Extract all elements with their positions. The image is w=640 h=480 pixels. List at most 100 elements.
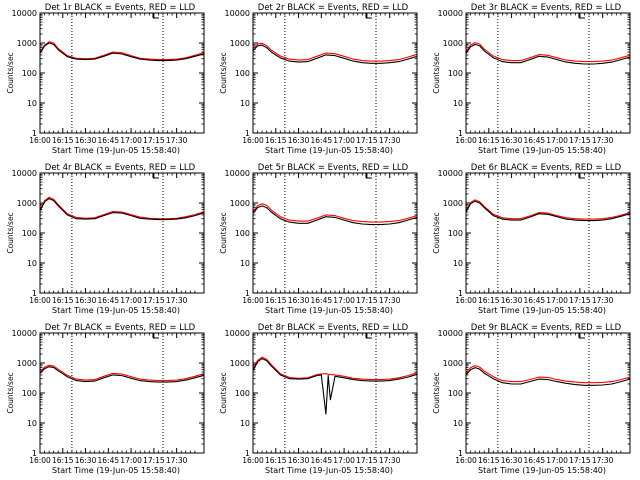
x-tick-label: 17:15 bbox=[356, 136, 378, 145]
x-tick-label: 17:15 bbox=[143, 296, 165, 305]
y-tick-label: 10 bbox=[453, 419, 463, 428]
x-tick-label: 16:45 bbox=[524, 456, 546, 465]
x-tick-label: 16:30 bbox=[288, 136, 310, 145]
y-tick-label: 1 bbox=[458, 449, 463, 458]
x-tick-label: 16:30 bbox=[75, 296, 97, 305]
x-axis-label: Start Time (19-Jun-05 15:58:40) bbox=[265, 306, 393, 315]
x-tick-label: 16:00 bbox=[455, 456, 477, 465]
x-tick-label: 16:30 bbox=[501, 296, 523, 305]
x-tick-label: 16:45 bbox=[311, 456, 333, 465]
plot-frame bbox=[465, 332, 631, 454]
y-axis-label: Counts/sec bbox=[432, 372, 441, 413]
y-tick-label: 1000 bbox=[17, 359, 37, 368]
y-tick-label: 1000 bbox=[443, 39, 463, 48]
x-tick-label: 17:30 bbox=[379, 456, 401, 465]
x-tick-label: 17:00 bbox=[546, 136, 568, 145]
x-tick-label: 17:15 bbox=[569, 296, 591, 305]
x-tick-label: 17:15 bbox=[356, 456, 378, 465]
x-axis-label: Start Time (19-Jun-05 15:58:40) bbox=[52, 146, 180, 155]
x-tick-label: 16:00 bbox=[455, 136, 477, 145]
y-tick-label: 100 bbox=[448, 229, 463, 238]
y-tick-label: 10 bbox=[453, 259, 463, 268]
x-tick-label: 16:30 bbox=[288, 456, 310, 465]
y-tick-label: 10 bbox=[27, 419, 37, 428]
series-line-events bbox=[465, 43, 631, 65]
x-tick-label: 17:30 bbox=[166, 456, 188, 465]
x-tick-label: 16:00 bbox=[29, 136, 51, 145]
x-axis-label: Start Time (19-Jun-05 15:58:40) bbox=[52, 466, 180, 475]
panel-title: Det 7r BLACK = Events, RED = LLD bbox=[45, 323, 196, 333]
x-tick-label: 16:15 bbox=[478, 296, 500, 305]
x-tick-label: 16:15 bbox=[52, 136, 74, 145]
series-line-events bbox=[465, 367, 631, 386]
series-line-events bbox=[252, 205, 418, 226]
series-line-events bbox=[252, 44, 418, 64]
panel-title: Det 4r BLACK = Events, RED = LLD bbox=[45, 163, 196, 173]
x-tick-label: 17:30 bbox=[592, 296, 614, 305]
y-tick-label: 100 bbox=[22, 229, 37, 238]
y-axis-label: Counts/sec bbox=[6, 212, 15, 253]
series-line-lld bbox=[39, 364, 205, 382]
y-axis-label: Counts/sec bbox=[6, 372, 15, 413]
y-tick-label: 1000 bbox=[230, 199, 250, 208]
y-tick-label: 100 bbox=[448, 389, 463, 398]
x-tick-label: 16:15 bbox=[265, 456, 287, 465]
y-tick-label: 10 bbox=[27, 99, 37, 108]
x-tick-label: 17:00 bbox=[333, 136, 355, 145]
x-axis-label: Start Time (19-Jun-05 15:58:40) bbox=[265, 466, 393, 475]
series-line-lld bbox=[465, 42, 631, 63]
y-axis-label: Counts/sec bbox=[219, 212, 228, 253]
x-tick-label: 16:45 bbox=[311, 296, 333, 305]
panel-5: Det 5r BLACK = Events, RED = LLD 1 10 100 10… bbox=[219, 163, 418, 315]
plot-frame bbox=[39, 172, 205, 294]
y-tick-label: 1 bbox=[245, 449, 250, 458]
x-tick-label: 16:00 bbox=[242, 136, 264, 145]
y-tick-label: 1000 bbox=[230, 359, 250, 368]
x-tick-label: 16:30 bbox=[501, 136, 523, 145]
y-tick-label: 1000 bbox=[230, 39, 250, 48]
y-tick-label: 10000 bbox=[225, 9, 250, 18]
x-tick-label: 16:45 bbox=[98, 296, 120, 305]
x-tick-label: 16:15 bbox=[52, 456, 74, 465]
x-tick-label: 16:45 bbox=[311, 136, 333, 145]
x-tick-label: 17:00 bbox=[546, 296, 568, 305]
y-tick-label: 1 bbox=[245, 129, 250, 138]
panel-title: Det 1r BLACK = Events, RED = LLD bbox=[45, 3, 196, 13]
panel-title: Det 9r BLACK = Events, RED = LLD bbox=[471, 323, 622, 333]
y-axis-label: Counts/sec bbox=[219, 372, 228, 413]
panel-1: Det 1r BLACK = Events, RED = LLD 1 10 100 10… bbox=[6, 3, 205, 155]
y-tick-label: 100 bbox=[22, 389, 37, 398]
y-tick-label: 100 bbox=[448, 69, 463, 78]
y-tick-label: 1000 bbox=[17, 39, 37, 48]
x-tick-label: 17:15 bbox=[356, 296, 378, 305]
y-tick-label: 10000 bbox=[438, 329, 463, 338]
series-line-events bbox=[39, 42, 205, 62]
x-tick-label: 16:00 bbox=[29, 296, 51, 305]
x-tick-label: 16:45 bbox=[524, 296, 546, 305]
y-tick-label: 10 bbox=[240, 259, 250, 268]
x-tick-label: 17:15 bbox=[143, 456, 165, 465]
x-tick-label: 17:30 bbox=[166, 136, 188, 145]
y-tick-label: 10000 bbox=[225, 329, 250, 338]
plot-frame bbox=[252, 332, 418, 454]
x-tick-label: 16:00 bbox=[242, 456, 264, 465]
y-tick-label: 100 bbox=[235, 229, 250, 238]
x-tick-label: 17:15 bbox=[143, 136, 165, 145]
panel-3: Det 3r BLACK = Events, RED = LLD 1 10 100 10… bbox=[432, 3, 631, 155]
plot-frame bbox=[252, 172, 418, 294]
x-tick-label: 17:30 bbox=[379, 296, 401, 305]
x-tick-label: 17:30 bbox=[592, 136, 614, 145]
x-tick-label: 16:00 bbox=[455, 296, 477, 305]
y-tick-label: 1 bbox=[32, 289, 37, 298]
x-tick-label: 16:00 bbox=[242, 296, 264, 305]
x-tick-label: 16:15 bbox=[478, 456, 500, 465]
series-line-lld bbox=[252, 42, 418, 62]
y-tick-label: 10 bbox=[27, 259, 37, 268]
series-line-lld bbox=[252, 356, 418, 381]
x-tick-label: 17:00 bbox=[120, 296, 142, 305]
panel-title: Det 3r BLACK = Events, RED = LLD bbox=[471, 3, 622, 13]
panel-6: Det 6r BLACK = Events, RED = LLD 1 10 100 10… bbox=[432, 163, 631, 315]
y-tick-label: 10000 bbox=[225, 169, 250, 178]
x-tick-label: 16:30 bbox=[75, 136, 97, 145]
